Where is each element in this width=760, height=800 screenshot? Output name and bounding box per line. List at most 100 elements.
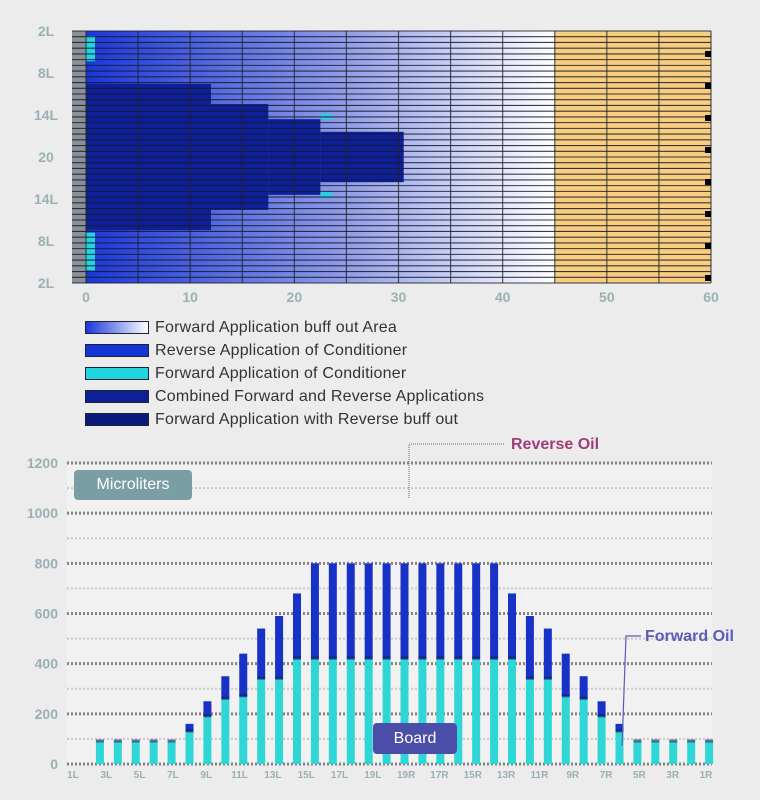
bar-forward-oil	[687, 741, 696, 764]
legend-item: Combined Forward and Reverse Application…	[85, 385, 484, 408]
bar-divider	[113, 739, 122, 743]
legend-label: Forward Application of Conditioner	[155, 364, 407, 382]
y-tick-label: 0	[50, 756, 58, 772]
bar-forward-oil	[131, 741, 140, 764]
x-tick-label: 13R	[497, 770, 516, 781]
bar-forward-oil	[167, 741, 176, 764]
bar-divider	[705, 739, 714, 743]
x-tick-label: 7R	[600, 770, 614, 781]
bar-divider	[579, 696, 588, 700]
bar-divider	[239, 694, 248, 698]
x-tick-label: 40	[495, 289, 511, 305]
legend-label: Forward Application with Reverse buff ou…	[155, 410, 459, 428]
legend-swatch-gradient	[85, 321, 149, 334]
bar-divider	[597, 714, 606, 718]
bar-divider	[543, 676, 552, 680]
bar-reverse-oil	[508, 593, 516, 659]
reverse-oil-label: Reverse Oil	[511, 436, 600, 453]
x-tick-label: 15R	[464, 770, 483, 781]
bar-forward-oil	[364, 658, 373, 764]
bar-forward-oil	[257, 678, 266, 764]
bar-reverse-oil	[561, 653, 570, 697]
y-tick-label: 400	[35, 656, 59, 672]
x-tick-label: 5R	[633, 770, 647, 781]
x-tick-label: 0	[82, 289, 90, 305]
row-marker	[705, 115, 711, 121]
bar-forward-oil	[328, 658, 337, 764]
row-marker	[705, 147, 711, 153]
y-tick-label: 14L	[34, 107, 59, 123]
bar-forward-oil	[561, 696, 570, 764]
bar-divider	[490, 656, 499, 660]
x-tick-label: 19L	[364, 770, 381, 781]
bar-forward-oil	[239, 696, 248, 764]
legend-label: Reverse Application of Conditioner	[155, 341, 408, 359]
x-tick-label: 30	[391, 289, 407, 305]
forward-oil-label: Forward Oil	[645, 628, 734, 645]
bar-divider	[95, 739, 104, 743]
bar-reverse-oil	[543, 628, 552, 679]
bar-forward-oil	[597, 716, 606, 764]
bar-divider	[633, 739, 642, 743]
bar-forward-oil	[543, 678, 552, 764]
bar-reverse-oil	[275, 616, 284, 679]
bar-forward-oil	[490, 658, 499, 764]
bar-divider	[525, 676, 534, 680]
row-marker	[705, 179, 711, 185]
bar-reverse-oil	[490, 563, 499, 659]
bar-reverse-oil	[364, 563, 373, 659]
y-tick-label: 8L	[38, 65, 55, 81]
bar-divider	[418, 656, 427, 660]
bar-divider	[221, 696, 230, 700]
bar-forward-oil	[525, 678, 534, 764]
bar-divider	[364, 656, 373, 660]
bar-divider	[167, 739, 176, 743]
bar-forward-oil	[615, 731, 624, 764]
bar-divider	[436, 656, 445, 660]
y-tick-label: 200	[35, 706, 59, 722]
x-tick-label: 50	[599, 289, 615, 305]
bar-forward-oil	[579, 698, 588, 764]
bar-reverse-oil	[400, 563, 409, 659]
bar-reverse-oil	[454, 563, 463, 659]
y-tick-label: 800	[35, 555, 59, 571]
bar-divider	[310, 656, 319, 660]
forward-cyan-marker	[85, 232, 95, 271]
bar-divider	[257, 676, 266, 680]
bar-divider	[400, 656, 409, 660]
bar-reverse-oil	[525, 616, 534, 679]
y-tick-label: 1200	[27, 455, 58, 471]
x-tick-label: 1L	[67, 770, 79, 781]
row-marker	[705, 83, 711, 89]
microliters-badge: Microliters	[74, 470, 192, 500]
bar-forward-oil	[293, 658, 301, 764]
x-tick-label: 7L	[167, 770, 179, 781]
bar-reverse-oil	[239, 653, 248, 697]
bar-reverse-oil	[328, 563, 337, 659]
x-tick-label: 17R	[430, 770, 449, 781]
bar-forward-oil	[436, 658, 445, 764]
legend-swatch-dark-navy	[85, 413, 149, 426]
x-tick-label: 11R	[531, 770, 550, 781]
y-tick-label: 2L	[38, 23, 55, 39]
bar-reverse-oil	[221, 676, 230, 699]
bar-reverse-oil	[597, 701, 606, 717]
x-tick-label: 3L	[100, 770, 112, 781]
row-marker	[705, 243, 711, 249]
bar-divider	[669, 739, 678, 743]
y-tick-label: 2L	[38, 275, 55, 291]
bar-forward-oil	[633, 741, 642, 764]
x-tick-label: 1R	[700, 770, 714, 781]
y-tick-label: 8L	[38, 233, 55, 249]
reverse-oil-leader	[408, 443, 504, 498]
bar-reverse-oil	[436, 563, 445, 659]
bar-divider	[293, 656, 301, 660]
x-tick-label: 20	[287, 289, 303, 305]
bar-forward-oil	[113, 741, 122, 764]
bar-forward-oil	[203, 716, 212, 764]
bar-reverse-oil	[382, 563, 391, 659]
legend-label: Forward Application buff out Area	[155, 318, 398, 336]
bar-reverse-oil	[418, 563, 427, 659]
bar-forward-oil	[221, 698, 230, 764]
